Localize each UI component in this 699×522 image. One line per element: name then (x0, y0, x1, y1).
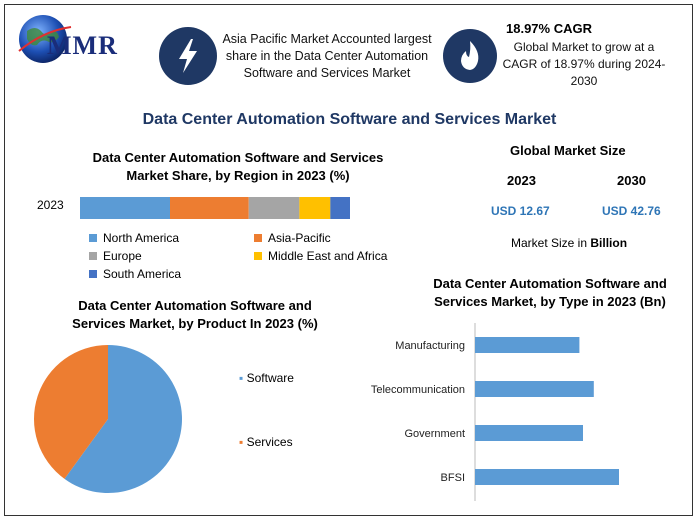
legend-item-middle-east-and-africa: Middle East and Africa (254, 249, 387, 263)
legend-item-europe: Europe (89, 249, 142, 263)
product-pie-chart (33, 345, 182, 493)
legend-swatch: ▪ (239, 435, 247, 449)
page-title: Data Center Automation Software and Serv… (142, 111, 557, 128)
legend-label: Services (246, 435, 293, 449)
legend-swatch (89, 270, 97, 278)
year-2030: 2030 (617, 173, 646, 188)
region-segment-asia-pacific (170, 197, 249, 219)
pie-slice-services (33, 345, 108, 479)
type-bar-government (475, 425, 583, 441)
cagr-title: 18.97% CAGR (506, 21, 592, 36)
type-bar-chart: Manufacturing Telecommunication Government… (371, 323, 619, 501)
legend-swatch (254, 252, 262, 260)
pie-legend-services: ▪ Services (239, 435, 293, 449)
legend-label: Asia-Pacific (268, 231, 331, 245)
region-category-label: 2023 (37, 198, 64, 212)
infographic-frame: MMR Asia Pacific Market Accounted larges… (4, 4, 693, 516)
legend-item-north-america: North America (89, 231, 179, 245)
logo-text: MMR (47, 31, 118, 60)
region-segment-north-america (80, 197, 170, 219)
legend-swatch (89, 234, 97, 242)
market-size-note: Market Size in Billion (511, 236, 627, 250)
legend-swatch (254, 234, 262, 242)
type-chart-title: Data Center Automation Software and Serv… (433, 276, 667, 309)
market-size-note-unit: Billion (590, 236, 628, 250)
legend-label: Europe (103, 249, 142, 263)
year-2023: 2023 (507, 173, 536, 188)
legend-swatch: ▪ (239, 371, 247, 385)
region-segment-south-america (330, 197, 350, 219)
region-chart-title: Data Center Automation Software and Serv… (92, 150, 384, 183)
legend-label: South America (103, 267, 182, 281)
value-2023: USD 12.67 (491, 204, 550, 218)
legend-item-south-america: South America (89, 267, 181, 281)
market-size-note-prefix: Market Size in (511, 236, 591, 250)
globe-icon (18, 15, 72, 63)
type-label-telecommunication: Telecommunication (371, 384, 465, 396)
value-2030: USD 42.76 (602, 204, 661, 218)
logo: MMR (13, 11, 153, 71)
legend-item-asia-pacific: Asia-Pacific (254, 231, 331, 245)
pie-legend-software: ▪ Software (239, 371, 294, 385)
pie-slice-software (64, 345, 182, 493)
market-size-title: Global Market Size (510, 143, 626, 158)
callout-apac: Asia Pacific Market Accounted largest sh… (222, 32, 432, 80)
legend-label: Middle East and Africa (268, 249, 388, 263)
type-bar-manufacturing (475, 337, 580, 353)
lightning-icon (159, 27, 217, 85)
region-segment-europe (248, 197, 300, 219)
type-label-government: Government (404, 428, 465, 440)
type-label-manufacturing: Manufacturing (395, 340, 465, 352)
region-stacked-bar (80, 197, 350, 219)
legend-swatch (89, 252, 97, 260)
legend-label: North America (103, 231, 180, 245)
cagr-text: Global Market to grow at a CAGR of 18.97… (502, 40, 666, 88)
product-chart-title: Data Center Automation Software and Serv… (72, 298, 318, 331)
region-segment-middle-east-and-africa (299, 197, 331, 219)
type-bar-telecommunication (475, 381, 594, 397)
legend-label: Software (246, 371, 294, 385)
type-label-bfsi: BFSI (441, 472, 465, 484)
flame-icon (443, 29, 497, 83)
type-bar-bfsi (475, 469, 619, 485)
